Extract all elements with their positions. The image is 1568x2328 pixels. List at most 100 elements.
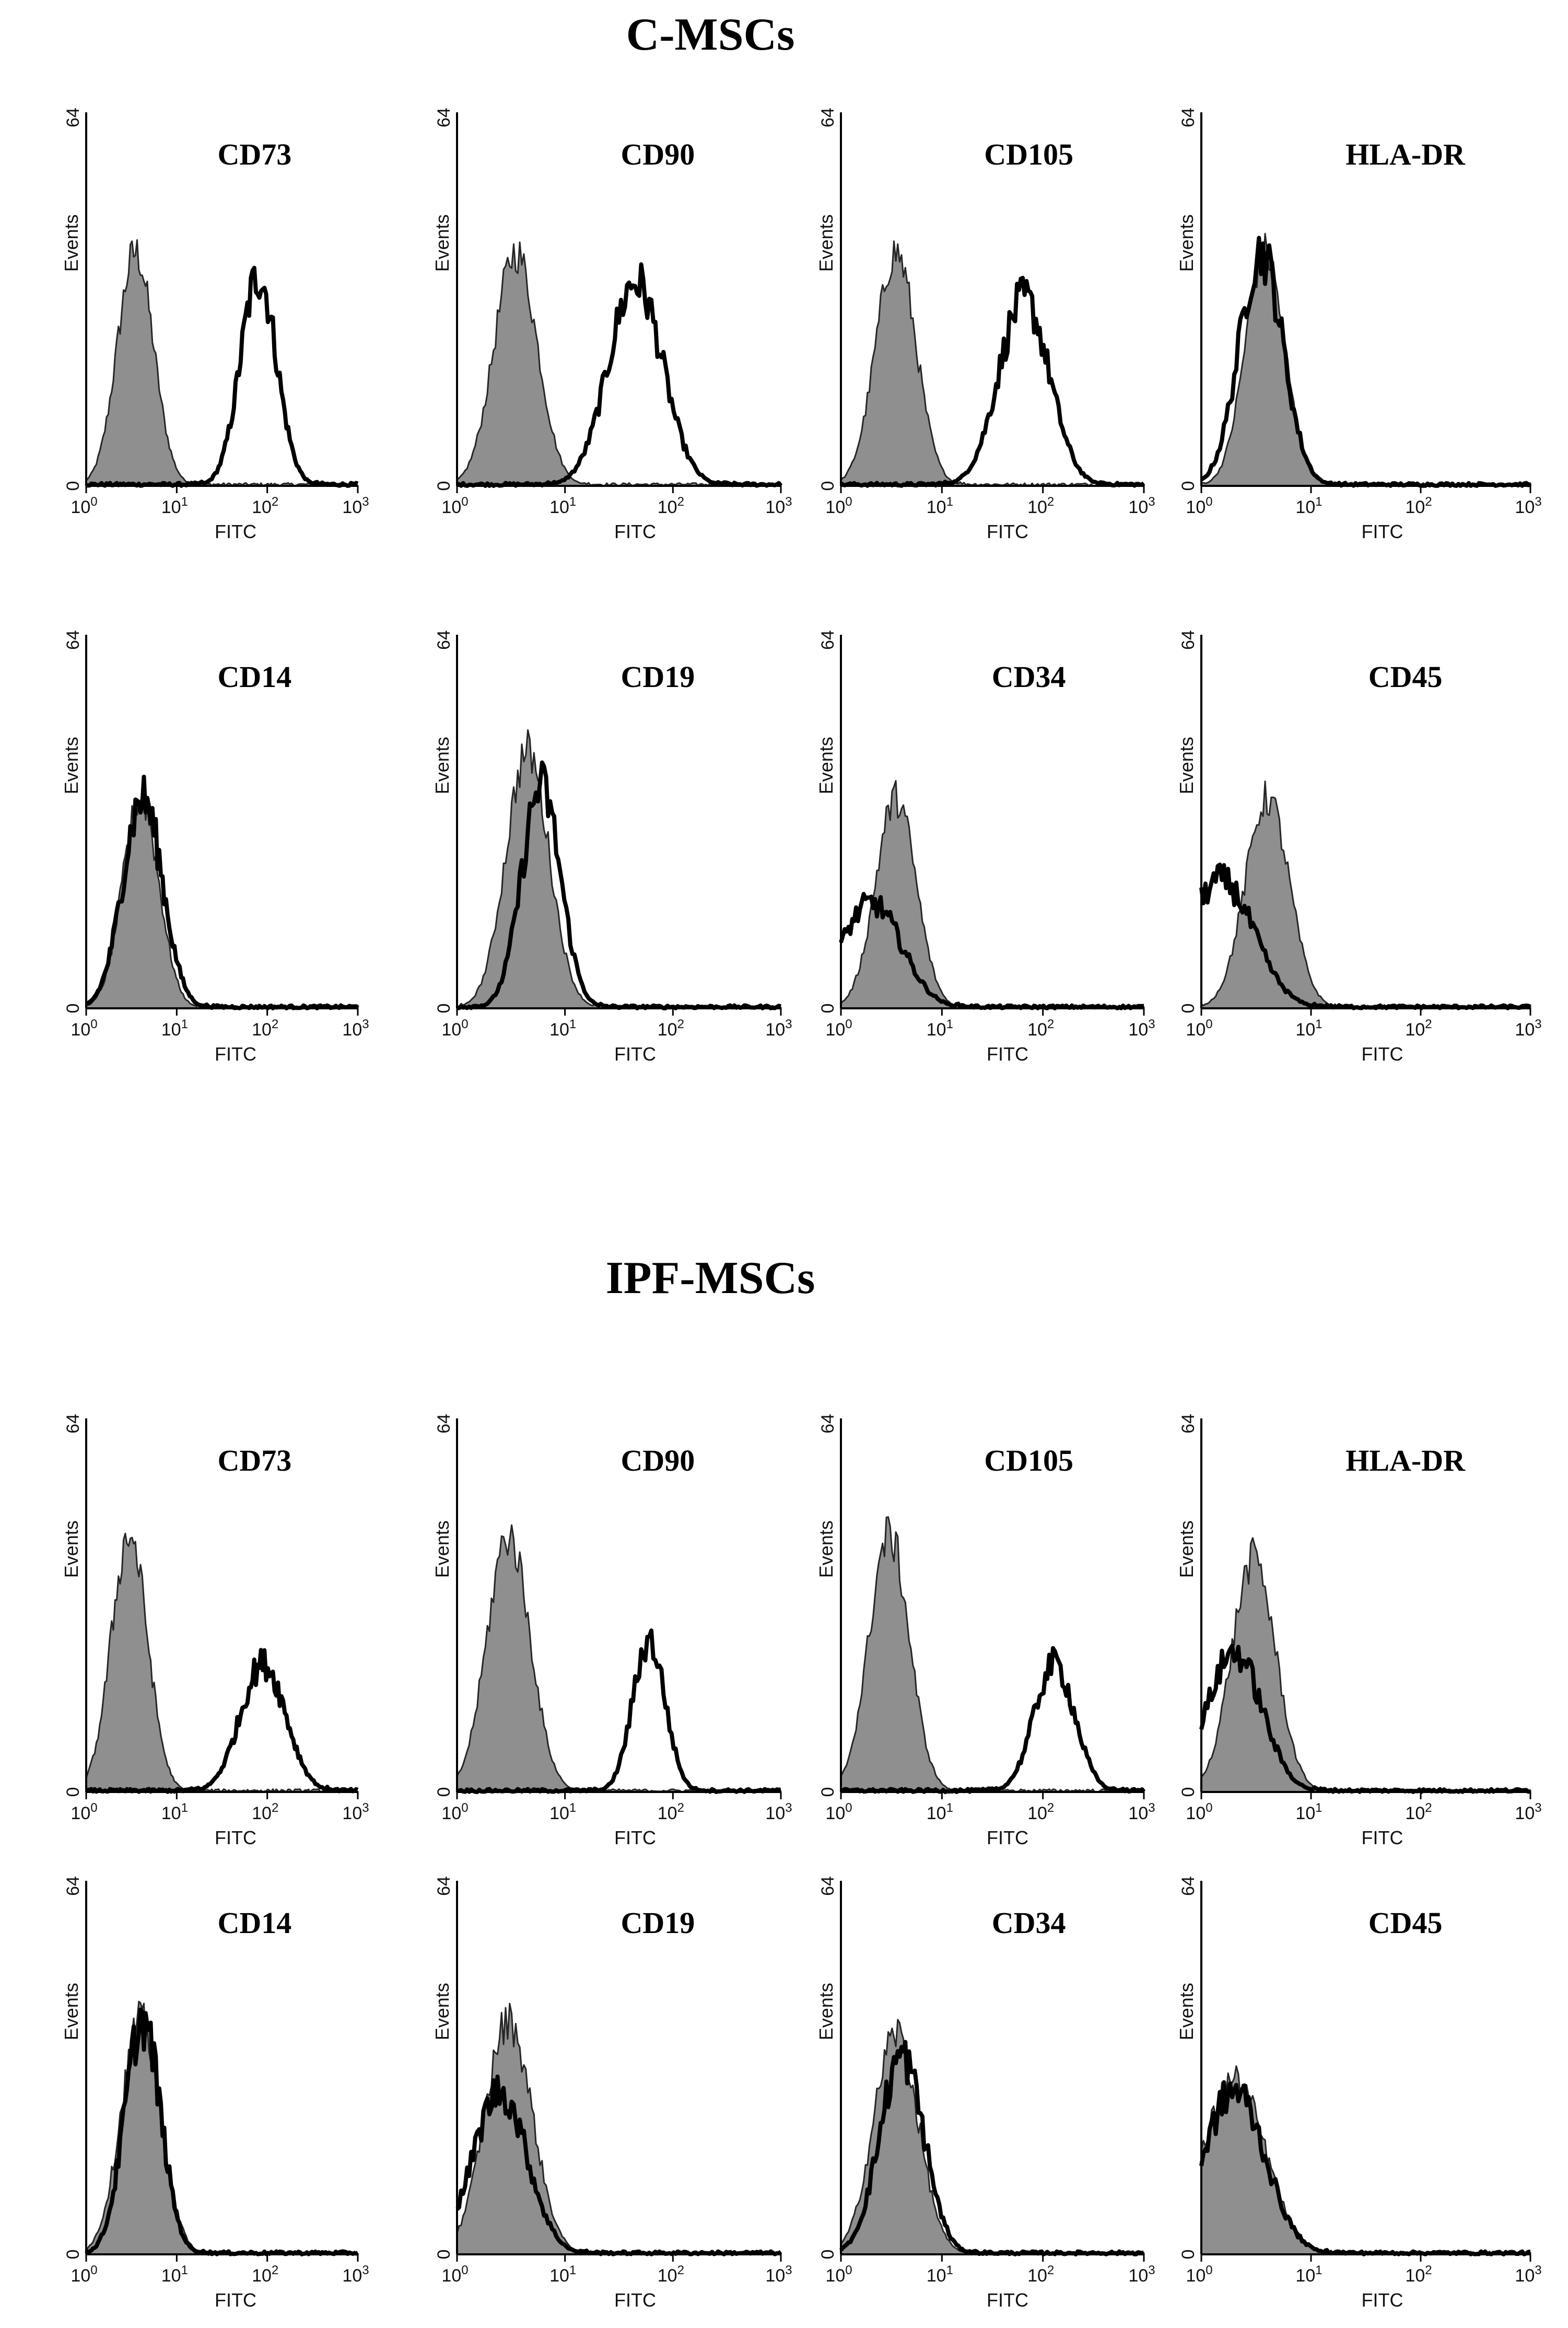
- marker-label: CD45: [1368, 660, 1443, 694]
- histogram-panel-cd45: 0 64 Events 100 101 102 103 FITC CD45: [1176, 630, 1542, 1065]
- x-tick-label: 103: [765, 1017, 792, 1040]
- control-histogram: [840, 2019, 1145, 2255]
- x-tick-label: 102: [1405, 2263, 1432, 2286]
- x-tick-label: 103: [765, 495, 792, 517]
- x-tick-label: 103: [342, 1801, 369, 1823]
- x-axis-label: FITC: [1362, 1827, 1403, 1848]
- y-axis-label: Events: [61, 214, 82, 272]
- y-tick-label: 64: [818, 630, 838, 650]
- x-axis-label: FITC: [987, 2289, 1028, 2311]
- x-tick-label: 100: [1186, 1017, 1212, 1040]
- y-tick-label: 0: [818, 481, 838, 491]
- marker-label: CD34: [992, 660, 1066, 694]
- x-tick-label: 102: [658, 1801, 684, 1823]
- histogram-panel-cd90: 0 64 Events 100 101 102 103 FITC CD90: [431, 108, 792, 542]
- y-axis-label: Events: [431, 737, 453, 794]
- y-axis-label: Events: [61, 1983, 82, 2040]
- y-axis-label: Events: [815, 737, 837, 794]
- y-tick-label: 0: [63, 1004, 83, 1014]
- y-tick-label: 64: [434, 1876, 454, 1896]
- x-tick-label: 101: [161, 1017, 188, 1040]
- antibody-histogram: [455, 2074, 782, 2256]
- marker-label: CD34: [992, 1906, 1066, 1940]
- y-tick-label: 64: [63, 630, 83, 650]
- x-tick-label: 103: [765, 1801, 792, 1823]
- x-tick-label: 101: [549, 1017, 576, 1040]
- marker-label: CD14: [218, 660, 292, 694]
- control-histogram: [456, 1524, 782, 1793]
- marker-label: CD45: [1368, 1906, 1443, 1940]
- antibody-histogram: [85, 1648, 359, 1794]
- y-axis-label: Events: [431, 214, 453, 272]
- y-axis-label: Events: [1176, 1520, 1197, 1578]
- x-tick-label: 101: [549, 2263, 576, 2286]
- marker-label: CD90: [621, 1444, 695, 1477]
- x-tick-label: 103: [1128, 2263, 1155, 2286]
- x-tick-label: 100: [441, 2263, 468, 2286]
- y-tick-label: 64: [63, 1876, 83, 1896]
- x-tick-label: 101: [1295, 1017, 1322, 1040]
- x-tick-label: 103: [1515, 2263, 1541, 2286]
- marker-label: HLA-DR: [1345, 137, 1466, 171]
- antibody-histogram: [457, 262, 783, 488]
- histogram-panel-cd105: 0 64 Events 100 101 102 103 FITC CD105: [815, 108, 1155, 542]
- x-tick-label: 101: [161, 2263, 188, 2286]
- antibody-histogram: [839, 2040, 1145, 2256]
- control-histogram: [1200, 781, 1531, 1009]
- x-axis-label: FITC: [215, 1827, 256, 1848]
- y-axis-label: Events: [815, 1520, 837, 1578]
- x-tick-label: 102: [658, 2263, 684, 2286]
- control-histogram: [85, 2000, 359, 2255]
- x-tick-label: 102: [1027, 495, 1054, 517]
- histogram-panel-hla-dr: 0 64 Events 100 101 102 103 FITC HLA-DR: [1176, 1414, 1542, 1848]
- control-histogram: [840, 240, 1145, 487]
- y-tick-label: 64: [1178, 630, 1198, 650]
- y-tick-label: 0: [434, 1004, 454, 1014]
- x-axis-label: FITC: [215, 521, 256, 542]
- x-tick-label: 103: [1515, 495, 1541, 517]
- x-tick-label: 101: [161, 495, 188, 517]
- marker-label: CD19: [621, 1906, 695, 1940]
- x-tick-label: 103: [342, 2263, 369, 2286]
- y-tick-label: 64: [434, 630, 454, 650]
- x-tick-label: 100: [1186, 1801, 1212, 1823]
- section-title: C-MSCs: [626, 9, 795, 60]
- y-tick-label: 0: [1178, 2250, 1198, 2260]
- x-axis-label: FITC: [1362, 521, 1403, 542]
- x-axis-label: FITC: [614, 1043, 656, 1065]
- y-tick-label: 64: [434, 108, 454, 127]
- x-tick-label: 101: [1295, 2263, 1322, 2286]
- y-axis-label: Events: [1176, 214, 1197, 272]
- histogram-panel-cd73: 0 64 Events 100 101 102 103 FITC CD73: [61, 1414, 369, 1848]
- x-tick-label: 102: [1405, 1017, 1432, 1040]
- x-tick-label: 100: [825, 495, 852, 517]
- histogram-panel-cd90: 0 64 Events 100 101 102 103 FITC CD90: [431, 1414, 792, 1848]
- y-tick-label: 0: [818, 1004, 838, 1014]
- y-tick-label: 64: [63, 108, 83, 127]
- x-tick-label: 100: [441, 1017, 468, 1040]
- y-tick-label: 0: [1178, 1004, 1198, 1014]
- marker-label: CD105: [984, 1444, 1073, 1477]
- y-axis-label: Events: [431, 1520, 453, 1578]
- marker-label: CD73: [218, 137, 292, 171]
- antibody-histogram: [86, 265, 359, 488]
- histogram-panel-hla-dr: 0 64 Events 100 101 102 103 FITC HLA-DR: [1176, 108, 1542, 542]
- y-tick-label: 0: [434, 481, 454, 491]
- x-tick-label: 100: [71, 1801, 97, 1823]
- x-tick-label: 101: [1295, 495, 1322, 517]
- marker-label: CD73: [218, 1444, 292, 1477]
- y-tick-label: 64: [818, 1876, 838, 1896]
- x-tick-label: 100: [1186, 2263, 1212, 2286]
- y-axis-label: Events: [61, 737, 82, 794]
- control-histogram: [840, 780, 1145, 1009]
- x-tick-label: 101: [927, 495, 953, 517]
- histogram-panel-cd34: 0 64 Events 100 101 102 103 FITC CD34: [815, 630, 1155, 1065]
- x-tick-label: 101: [927, 1017, 953, 1040]
- histogram-panel-cd19: 0 64 Events 100 101 102 103 FITC CD19: [431, 630, 792, 1065]
- control-histogram: [1200, 232, 1531, 487]
- x-tick-label: 102: [1027, 1017, 1054, 1040]
- y-axis-label: Events: [1176, 737, 1197, 794]
- x-tick-label: 101: [927, 1801, 953, 1823]
- x-tick-label: 103: [342, 495, 369, 517]
- marker-label: HLA-DR: [1345, 1444, 1466, 1477]
